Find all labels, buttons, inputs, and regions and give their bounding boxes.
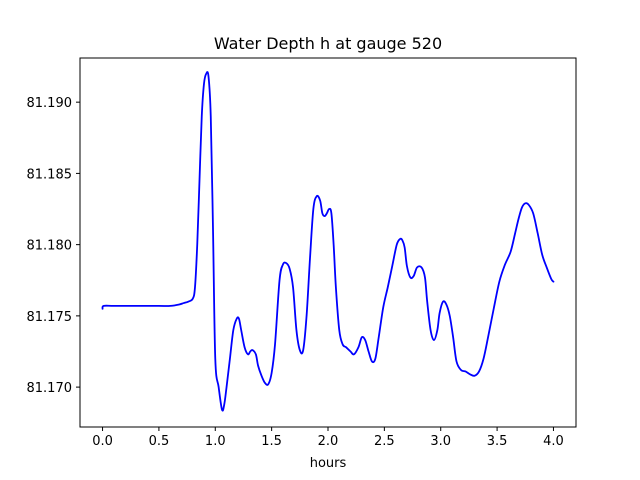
y-axis-ticks: 81.170 81.175 81.180 81.185 81.190 <box>27 96 80 396</box>
y-tick-label: 81.190 <box>27 96 73 111</box>
x-axis-ticks: 0.0 0.5 1.0 1.5 2.0 2.5 3.0 3.5 4.0 <box>92 427 564 449</box>
y-tick-label: 81.185 <box>27 167 73 182</box>
x-tick-label: 2.0 <box>318 434 339 449</box>
x-tick-label: 1.0 <box>205 434 226 449</box>
chart-title: Water Depth h at gauge 520 <box>214 34 442 53</box>
x-tick-label: 3.0 <box>430 434 451 449</box>
x-tick-label: 0.0 <box>92 434 113 449</box>
x-tick-label: 4.0 <box>543 434 564 449</box>
x-tick-label: 1.5 <box>261 434 282 449</box>
water-depth-line <box>101 71 555 412</box>
x-tick-label: 0.5 <box>149 434 170 449</box>
x-tick-label: 3.5 <box>487 434 508 449</box>
plot-area-frame <box>79 57 577 428</box>
x-axis-title: hours <box>310 456 347 471</box>
y-tick-label: 81.180 <box>27 239 73 254</box>
x-tick-label: 2.5 <box>374 434 395 449</box>
y-tick-label: 81.175 <box>27 310 73 325</box>
y-tick-label: 81.170 <box>27 381 73 396</box>
